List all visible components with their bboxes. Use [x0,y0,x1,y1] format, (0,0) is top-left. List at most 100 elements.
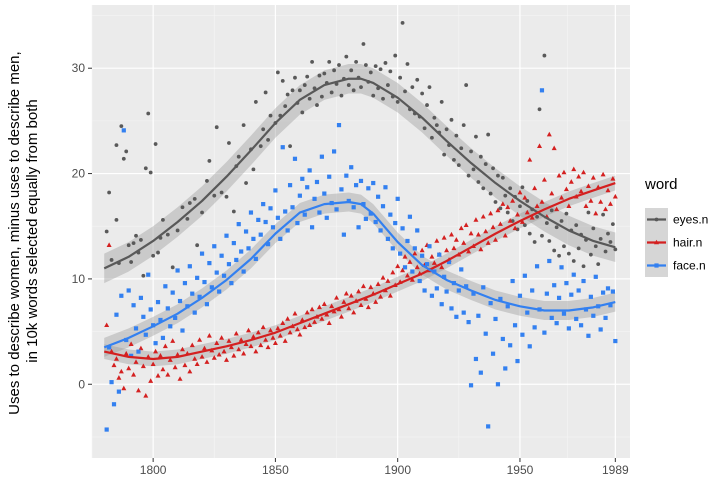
point-face-n [552,283,557,288]
point-face-n [556,295,562,300]
point-eyes-n [427,85,432,90]
point-hair-n [585,183,591,188]
point-hair-n [260,324,266,330]
point-eyes-n [425,103,429,107]
point-face-n [165,306,170,311]
point-hair-n [515,211,521,217]
point-hair-n [331,308,337,314]
point-hair-n [167,357,173,362]
point-face-n [383,185,388,190]
point-face-n [253,256,258,261]
point-face-n [512,323,518,328]
point-hair-n [277,332,283,338]
point-face-n [544,291,549,296]
point-eyes-n [566,251,571,256]
point-face-n [393,220,398,226]
point-hair-n [360,283,366,289]
point-hair-n [143,393,149,398]
point-hair-n [246,327,252,333]
point-eyes-n [195,243,200,248]
point-face-n [593,274,598,279]
point-eyes-n [371,93,376,98]
point-eyes-n [415,77,420,82]
point-face-n [327,174,332,179]
point-hair-n [485,240,491,245]
point-hair-n [610,176,616,181]
point-eyes-n [608,240,613,244]
point-eyes-n [527,231,532,236]
point-hair-n [527,157,533,162]
point-hair-n [294,326,300,332]
point-hair-n [131,371,137,377]
point-hair-n [387,292,393,298]
point-face-n [107,345,112,350]
point-hair-n [255,329,261,335]
point-face-n [581,278,586,284]
point-hair-n [214,340,220,345]
point-face-n [574,316,579,322]
point-face-n [473,356,479,362]
point-eyes-n [576,246,581,251]
point-eyes-n [283,104,288,109]
point-eyes-n [525,199,530,203]
point-hair-n [309,306,315,312]
point-face-n [569,292,574,297]
point-hair-n [270,335,276,340]
point-eyes-n [275,70,280,75]
point-face-n [578,323,584,328]
point-eyes-n [403,89,407,94]
point-hair-n [236,346,242,352]
point-hair-n [468,230,474,236]
point-eyes-n [205,179,209,183]
point-eyes-n [610,222,615,227]
point-hair-n [505,204,511,210]
point-eyes-n [344,54,349,59]
point-eyes-n [466,173,471,178]
point-hair-n [204,359,210,364]
point-hair-n [368,284,374,290]
point-face-n [204,302,210,307]
data-points [104,21,618,432]
point-hair-n [133,359,139,364]
y-tick-label: 20 [72,167,86,181]
point-hair-n [265,344,271,350]
point-face-n [376,194,381,199]
point-eyes-n [241,123,246,127]
point-face-n [295,220,300,226]
point-hair-n [307,322,313,328]
point-hair-n [172,364,178,370]
point-hair-n [182,362,188,368]
point-eyes-n [373,64,378,69]
point-face-n [160,335,166,341]
point-hair-n [546,131,552,137]
point-face-n [177,298,183,304]
point-eyes-n [537,107,542,112]
point-hair-n [302,324,308,330]
point-eyes-n [224,194,229,199]
point-hair-n [434,238,440,243]
point-hair-n [140,363,146,369]
point-face-n [576,288,581,293]
point-face-n [356,225,361,230]
point-eyes-n [459,146,464,151]
point-face-n [371,180,376,186]
point-eyes-n [354,59,359,64]
point-face-n [148,307,153,312]
point-face-n [591,313,596,318]
point-hair-n [338,314,344,319]
point-eyes-n [236,154,241,159]
point-face-n [332,149,337,154]
point-eyes-n [591,226,596,231]
point-eyes-n [114,143,119,148]
point-face-n [207,261,212,266]
x-tick-label: 1800 [140,463,167,477]
point-eyes-n [212,193,217,198]
point-face-n [554,321,559,326]
point-eyes-n [261,127,266,132]
point-face-n [358,178,364,184]
point-eyes-n [432,115,437,120]
point-eyes-n [363,63,368,67]
plot-panel [92,5,630,458]
point-eyes-n [317,73,322,78]
point-eyes-n [114,218,119,222]
